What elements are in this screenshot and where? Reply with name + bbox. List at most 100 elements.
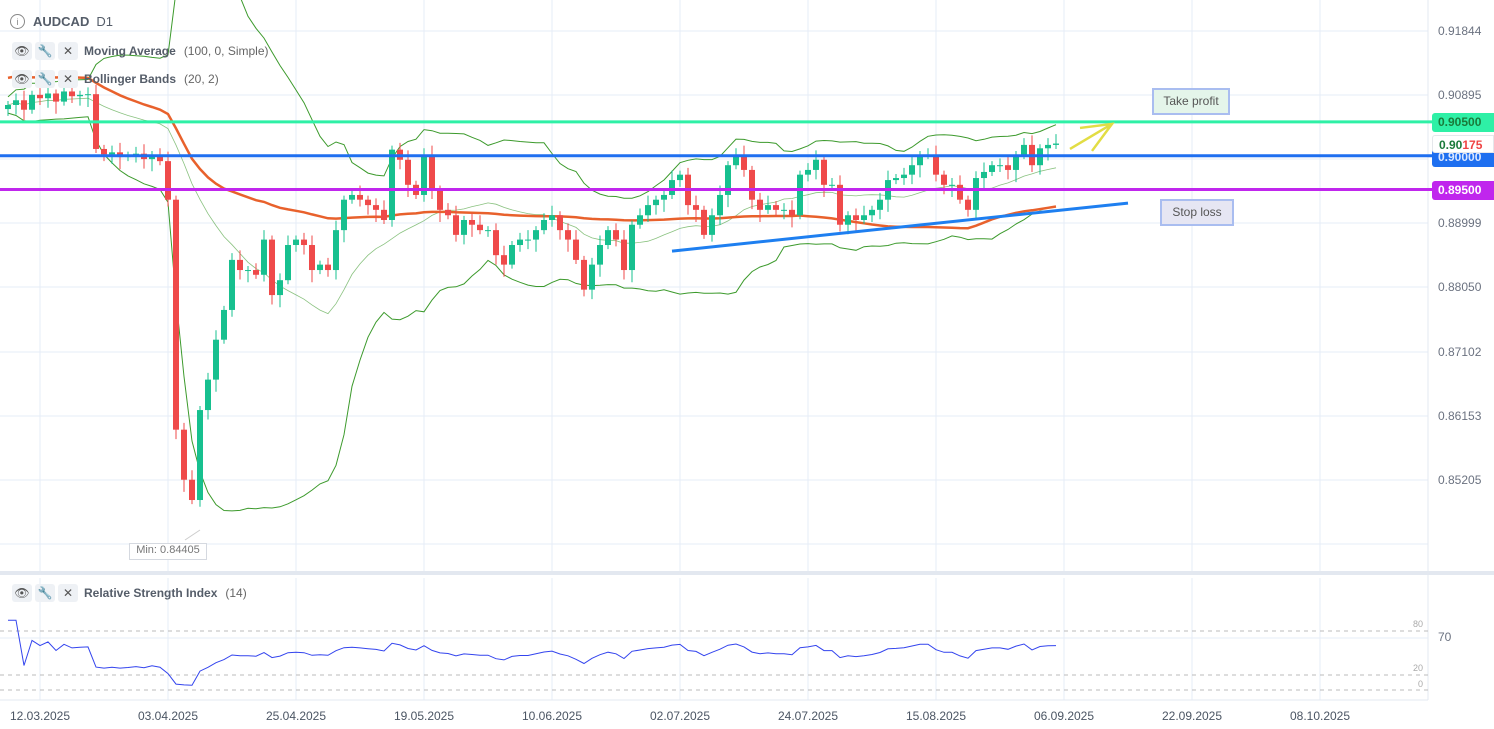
candle-body [677, 174, 683, 181]
close-icon[interactable]: ✕ [58, 70, 78, 88]
candle [581, 255, 587, 297]
candle [773, 201, 779, 217]
candle-body [485, 230, 491, 232]
candle-body [453, 215, 459, 235]
candle-body [829, 184, 835, 186]
candle [205, 372, 211, 420]
candle-body [821, 159, 827, 185]
candle-body [949, 184, 955, 186]
stop-loss-note[interactable]: Stop loss [1160, 199, 1234, 226]
candle-body [213, 339, 219, 380]
candle [245, 265, 251, 283]
candle-body [773, 205, 779, 210]
wrench-icon[interactable]: 🔧 [35, 42, 55, 60]
candle [453, 205, 459, 242]
candle-body [349, 194, 355, 200]
date-label: 02.07.2025 [649, 709, 711, 723]
candle-body [757, 199, 763, 210]
candle-body [637, 215, 643, 225]
candle [213, 330, 219, 392]
candle [437, 185, 443, 223]
candle [445, 203, 451, 220]
candle [781, 203, 787, 220]
candle [301, 232, 307, 255]
candle-body [101, 148, 107, 155]
take-profit-note[interactable]: Take profit [1152, 88, 1230, 115]
candle [589, 257, 595, 300]
candle [1053, 134, 1059, 149]
pane-separator [0, 571, 1494, 575]
candle [29, 90, 35, 114]
candle-body [997, 165, 1003, 167]
date-label: 06.09.2025 [1033, 709, 1095, 723]
candle [485, 226, 491, 237]
indicator-bollinger-bands: 👁 🔧 ✕ Bollinger Bands (20, 2) [12, 70, 219, 88]
candle [333, 220, 339, 280]
eye-icon[interactable]: 👁 [12, 584, 32, 602]
wrench-icon[interactable]: 🔧 [35, 70, 55, 88]
candle-body [5, 104, 11, 110]
candle [805, 163, 811, 182]
candle [317, 260, 323, 275]
candle [637, 208, 643, 229]
candle [997, 158, 1003, 172]
candle [845, 211, 851, 235]
candle [373, 198, 379, 223]
candle [829, 178, 835, 189]
candle-body [869, 209, 875, 216]
wrench-icon[interactable]: 🔧 [35, 584, 55, 602]
candle-body [693, 205, 699, 210]
candle-body [669, 180, 675, 195]
close-icon[interactable]: ✕ [58, 42, 78, 60]
close-icon[interactable]: ✕ [58, 584, 78, 602]
candle-body [13, 100, 19, 105]
rsi-current-value: 70 [1438, 630, 1452, 644]
candle-body [717, 194, 723, 216]
candle [701, 205, 707, 239]
candle-body [709, 215, 715, 235]
candle-body [477, 224, 483, 231]
candle [221, 305, 227, 344]
candle [693, 195, 699, 223]
bollinger-middle-band [7, 97, 1057, 315]
candle-body [797, 174, 803, 216]
candle-body [901, 174, 907, 179]
date-label: 24.07.2025 [777, 709, 839, 723]
candle [229, 253, 235, 317]
candle [549, 205, 555, 227]
candle-body [277, 280, 283, 296]
candle-body [653, 199, 659, 206]
current-price-prefix: 0.90 [1439, 138, 1463, 152]
bollinger-lower-band [7, 112, 1057, 512]
candle-body [917, 155, 923, 166]
eye-icon[interactable]: 👁 [12, 70, 32, 88]
candle [261, 230, 267, 282]
candle [53, 89, 59, 114]
candle-body [501, 255, 507, 265]
candle [725, 161, 731, 208]
candle-body [285, 245, 291, 281]
candle-body [269, 239, 275, 296]
candle [77, 90, 83, 106]
candle [501, 245, 507, 277]
price-label: 0.91844 [1438, 24, 1482, 38]
candle-body [597, 245, 603, 265]
candle-body [253, 270, 259, 275]
eye-icon[interactable]: 👁 [12, 42, 32, 60]
candle [525, 230, 531, 250]
info-icon[interactable]: i [10, 14, 25, 29]
candle [669, 170, 675, 200]
min-price-label: Min: 0.84405 [129, 543, 207, 560]
indicator-params: (14) [225, 586, 247, 600]
candle-body [517, 239, 523, 246]
candle-body [941, 174, 947, 185]
take-profit-level-tag: 0.90500 [1432, 113, 1494, 132]
candle [365, 195, 371, 215]
candle [797, 170, 803, 220]
candle [933, 145, 939, 182]
candle [565, 223, 571, 252]
candle [61, 84, 67, 106]
candle-body [741, 155, 747, 170]
candle-body [725, 165, 731, 195]
